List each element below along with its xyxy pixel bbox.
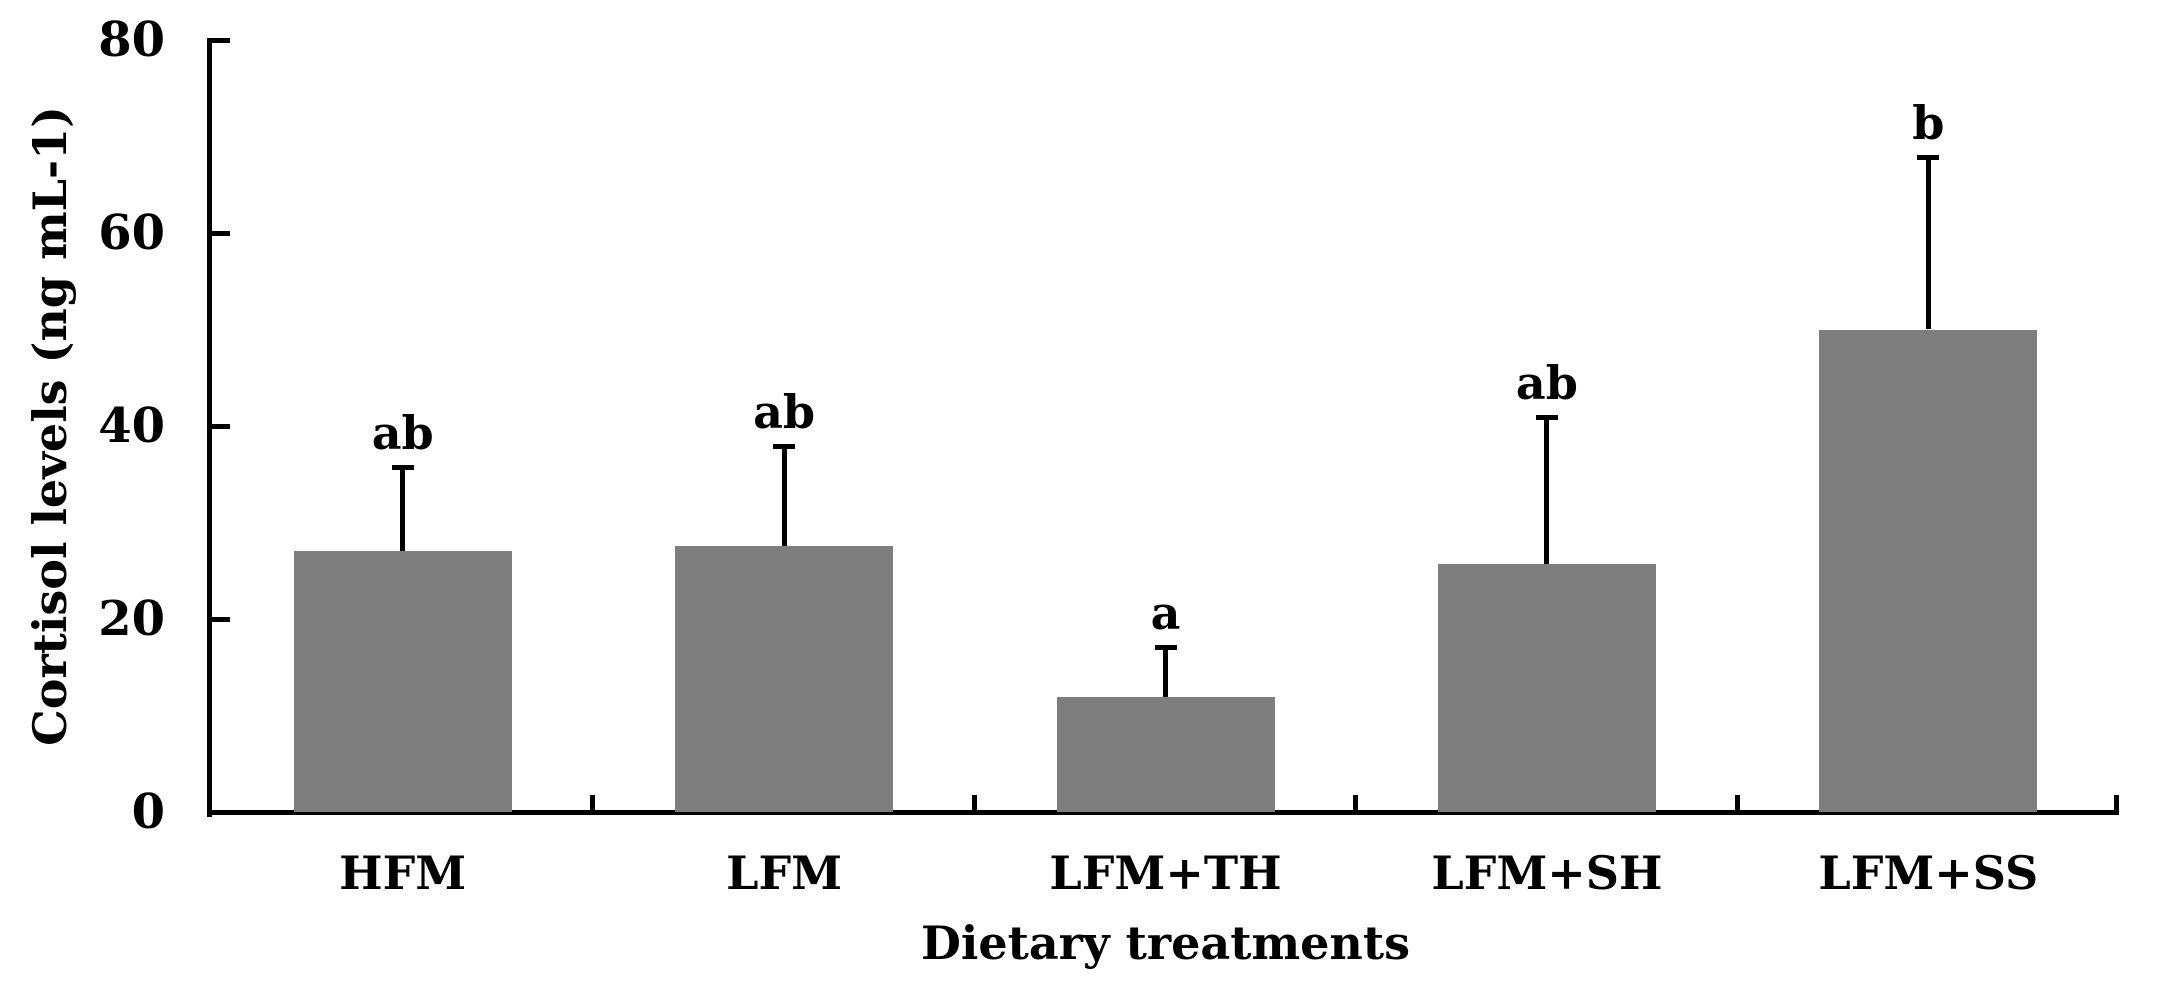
x-axis-line <box>207 810 2119 815</box>
x-category-label: HFM <box>339 846 467 900</box>
y-tick-mark <box>212 617 230 622</box>
y-tick-label: 20 <box>98 591 165 647</box>
x-boundary-tick <box>590 795 596 810</box>
x-boundary-tick <box>1734 795 1740 810</box>
x-category-label: LFM+SS <box>1818 846 2039 900</box>
significance-letter: ab <box>371 405 434 460</box>
x-category-label: LFM+TH <box>1049 846 1282 900</box>
error-bar <box>1163 646 1168 698</box>
error-bar <box>1544 417 1550 564</box>
error-bar <box>1925 156 1931 330</box>
y-tick-mark <box>212 424 230 429</box>
significance-letter: b <box>1912 95 1945 150</box>
y-tick-label: 80 <box>98 12 165 68</box>
error-cap <box>773 444 796 450</box>
significance-letter: ab <box>1515 356 1578 411</box>
x-boundary-tick <box>971 795 977 810</box>
y-tick-label: 0 <box>131 784 165 840</box>
x-boundary-tick <box>2114 795 2119 810</box>
x-category-label: LFM+SH <box>1431 846 1663 900</box>
error-bar <box>781 446 787 546</box>
y-tick-mark <box>212 231 230 236</box>
bar <box>293 551 512 812</box>
y-tick-label: 40 <box>98 398 165 454</box>
x-category-label: LFM <box>726 846 843 900</box>
error-bar <box>400 466 406 552</box>
error-cap <box>1535 415 1558 421</box>
bar <box>1819 329 2038 812</box>
error-cap <box>1917 154 1940 160</box>
bar <box>1056 697 1275 812</box>
error-cap <box>1154 644 1177 650</box>
error-cap <box>391 464 414 470</box>
significance-letter: a <box>1150 585 1181 640</box>
y-tick-label: 60 <box>98 205 165 261</box>
x-boundary-tick <box>1353 795 1359 810</box>
y-axis-line <box>207 38 212 817</box>
bar <box>1437 563 1656 812</box>
significance-letter: ab <box>753 385 816 440</box>
y-tick-mark <box>212 38 230 43</box>
x-axis-title: Dietary treatments <box>921 916 1410 970</box>
bar <box>675 545 894 812</box>
